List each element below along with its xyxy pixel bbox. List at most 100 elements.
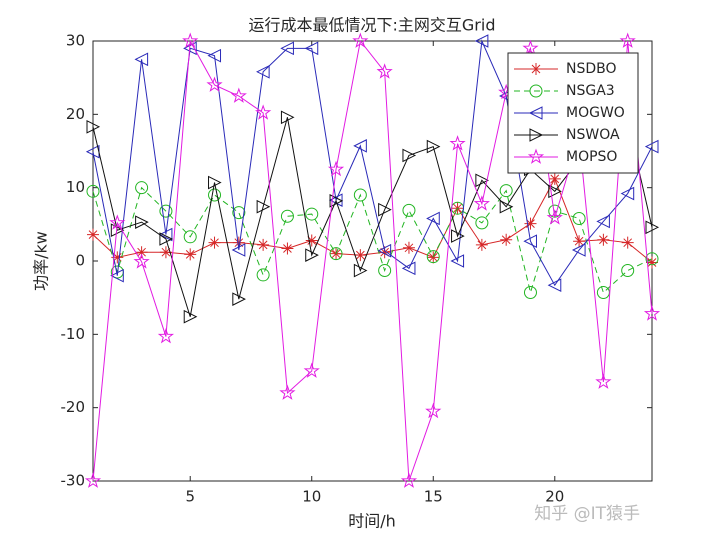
data-marker [134, 52, 149, 67]
legend-label: NSGA3 [566, 83, 615, 99]
data-marker [620, 186, 635, 201]
data-marker [133, 253, 150, 269]
data-marker [109, 214, 126, 230]
legend-label: MOGWO [566, 105, 625, 121]
data-marker [328, 193, 343, 207]
data-marker [645, 220, 660, 235]
data-marker [110, 268, 124, 283]
data-marker [304, 41, 319, 56]
data-marker [643, 305, 661, 321]
data-marker [376, 63, 393, 79]
legend-label: NSDBO [566, 61, 617, 77]
data-marker [449, 135, 466, 151]
data-marker [645, 252, 659, 266]
legend-marker [529, 84, 543, 98]
data-marker [352, 32, 369, 48]
data-marker [280, 110, 295, 125]
data-marker [378, 202, 392, 217]
data-marker [256, 268, 270, 282]
series-line [92, 39, 653, 482]
data-marker [135, 215, 149, 229]
data-marker [548, 172, 561, 185]
data-marker [548, 184, 562, 199]
data-marker [573, 235, 586, 248]
data-marker [500, 233, 513, 246]
data-marker [255, 104, 272, 120]
data-marker [353, 263, 368, 278]
data-marker [426, 211, 440, 226]
legend-marker [528, 106, 543, 120]
x-tick-label: 15 [424, 488, 443, 506]
data-marker [280, 41, 294, 56]
data-marker [547, 278, 562, 293]
data-marker [279, 384, 296, 400]
data-marker [451, 229, 465, 243]
data-marker [184, 248, 197, 261]
data-marker [207, 48, 222, 63]
data-marker [523, 234, 537, 249]
y-tick-label: -10 [61, 325, 86, 343]
data-marker [157, 328, 175, 344]
data-marker [400, 472, 418, 488]
data-marker [86, 184, 100, 198]
data-marker [377, 243, 392, 258]
data-marker [232, 292, 246, 306]
y-tick-label: 0 [75, 252, 85, 270]
data-marker [353, 188, 367, 202]
series-line [92, 117, 653, 317]
data-marker [135, 246, 148, 259]
watermark: 知乎 @IT猿手 [534, 504, 640, 524]
data-marker [87, 228, 99, 241]
data-marker [159, 232, 174, 246]
data-marker [256, 64, 270, 79]
legend-marker [527, 148, 545, 164]
legend-marker [530, 63, 542, 75]
data-marker [402, 241, 415, 254]
data-marker [499, 184, 513, 198]
data-marker [84, 472, 102, 488]
y-tick-label: -30 [61, 472, 86, 490]
data-marker [183, 230, 197, 244]
data-marker [621, 236, 634, 249]
data-marker [450, 254, 465, 268]
data-marker [182, 32, 199, 48]
chart-title: 运行成本最低情况下:主网交互Grid [249, 16, 496, 35]
y-tick-label: 10 [66, 178, 85, 196]
x-axis-label: 时间/h [348, 512, 396, 531]
x-tick-label: 10 [302, 488, 321, 506]
data-marker [232, 206, 246, 220]
data-marker [353, 139, 367, 153]
data-marker [595, 373, 612, 389]
y-tick-label: 20 [66, 105, 85, 123]
data-marker [402, 148, 417, 163]
series-line [92, 39, 653, 287]
data-marker [159, 246, 172, 259]
data-marker [546, 209, 563, 225]
data-marker [354, 249, 367, 262]
data-marker [329, 194, 344, 208]
data-marker [327, 160, 345, 177]
data-marker [572, 211, 586, 225]
data-marker [475, 238, 488, 251]
data-marker [208, 175, 222, 190]
data-marker [475, 216, 489, 230]
data-marker [230, 87, 247, 103]
data-marker [522, 39, 539, 56]
data-marker [646, 256, 658, 269]
data-marker [596, 214, 610, 229]
x-tick-label: 20 [545, 488, 564, 506]
legend: NSDBO NSGA3 MOGWO NSWOA MOPSO [507, 52, 639, 174]
data-marker [425, 402, 442, 419]
data-marker [305, 207, 319, 221]
data-marker [401, 261, 416, 276]
y-tick-label: -20 [61, 398, 86, 416]
data-marker [158, 227, 173, 242]
data-marker [208, 236, 221, 249]
data-marker [305, 248, 319, 262]
y-axis-label: 功率/kw [32, 231, 51, 291]
data-marker [329, 247, 343, 261]
legend-marker [529, 128, 544, 142]
legend-label: NSWOA [566, 127, 620, 143]
data-marker [474, 34, 489, 48]
